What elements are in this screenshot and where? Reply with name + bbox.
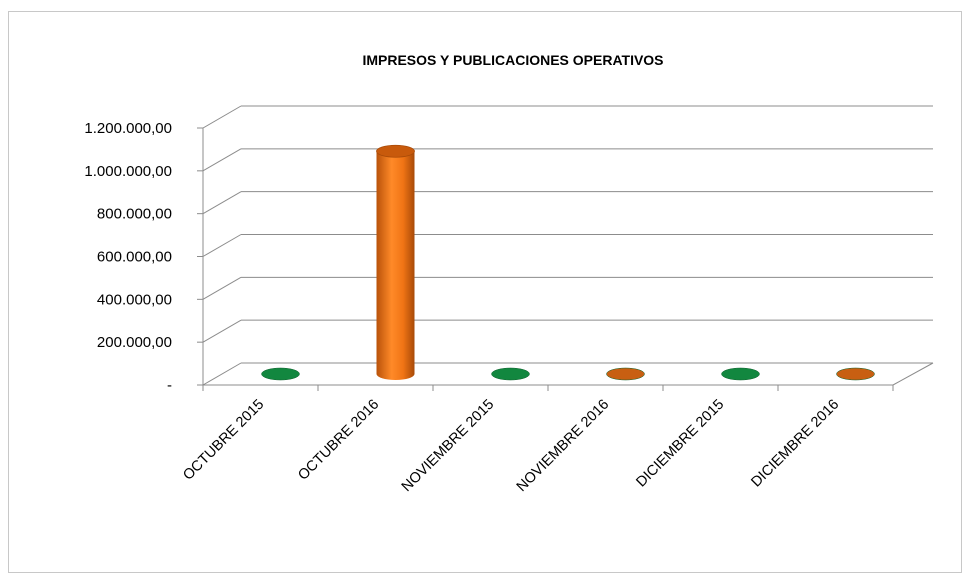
floor-right-edge [892,362,934,386]
gridline-diagonal [202,148,242,172]
y-tick-label: 1.000.000,00 [84,163,172,180]
y-tick-label: 1.200.000,00 [84,120,172,137]
x-tick-label: NOVIEMBRE 2016 [514,397,613,496]
y-tick-label: 600.000,00 [97,249,172,266]
bar [376,144,415,380]
x-tick-label: OCTUBRE 2016 [295,397,382,484]
grid-layer [197,105,934,391]
bars [261,144,875,381]
x-tick-label: DICIEMBRE 2016 [748,397,842,491]
bar [721,367,760,381]
chart-frame [8,11,962,573]
bar-body [376,151,415,380]
gridline-diagonal [202,276,242,300]
gridline-diagonal [202,191,242,215]
y-tick-label: 800.000,00 [97,206,172,223]
gridline-diagonal [202,234,242,257]
x-tick-label: OCTUBRE 2015 [180,397,267,484]
y-tick-label: - [167,377,172,394]
bar [491,367,530,381]
gridline-diagonal [202,319,242,343]
x-tick-label: DICIEMBRE 2015 [633,397,727,491]
bar [836,367,875,381]
y-tick-label: 400.000,00 [97,291,172,308]
y-tick-label: 200.000,00 [97,334,172,351]
x-tick-label: NOVIEMBRE 2015 [399,397,498,496]
bar [606,367,645,381]
y-axis-ticks: - 200.000,00 400.000,00 600.000,00 800.000,0… [84,120,172,394]
gridline-diagonal [202,362,242,386]
bar [261,367,300,381]
x-axis-labels: OCTUBRE 2015 OCTUBRE 2016 NOVIEMBRE 2015 NO… [180,397,842,496]
gridline-diagonal [202,105,242,129]
chart-title: IMPRESOS Y PUBLICACIONES OPERATIVOS [362,52,663,68]
bar-top [376,144,415,158]
